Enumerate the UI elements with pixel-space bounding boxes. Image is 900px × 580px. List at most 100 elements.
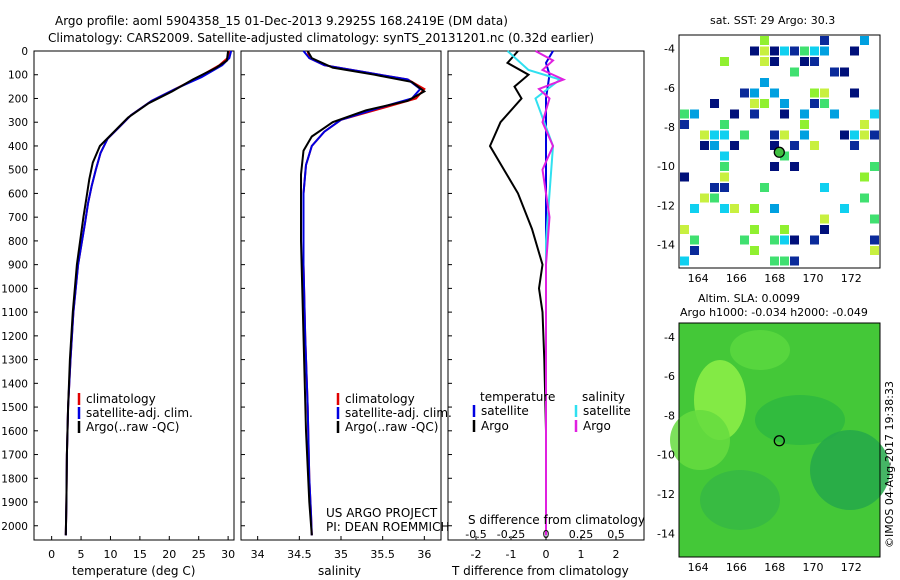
sst-pixel — [720, 57, 729, 66]
sst-pixel — [870, 214, 879, 224]
sst-pixel — [710, 193, 719, 203]
lon-tick-label: 172 — [841, 561, 862, 574]
figure-title-line2: Climatology: CARS2009. Satellite-adjuste… — [48, 31, 594, 45]
depth-tick-label: 1600 — [1, 426, 28, 438]
x-tick-label: 36 — [417, 548, 431, 561]
sst-pixel — [730, 204, 739, 213]
sst-pixel — [790, 141, 799, 150]
lon-tick-label: 172 — [841, 272, 862, 285]
sst-map: 164 166 168 170 172 -4 -6 -8 -10 -12 -14 — [657, 36, 879, 285]
lat-tick-label: -6 — [664, 82, 675, 95]
sla-anomaly-patch — [730, 330, 790, 370]
sst-pixel — [680, 120, 689, 129]
x-tick-label: 2 — [613, 548, 620, 561]
legend-label-climatology: climatology — [345, 392, 415, 406]
salinity-legend: climatology satellite-adj. clim. Argo(..… — [336, 392, 452, 434]
sst-pixel — [710, 99, 719, 108]
sst-pixel — [850, 141, 859, 150]
x-tick-label: 30 — [221, 548, 235, 561]
sla-anomaly-patch — [810, 430, 890, 510]
sst-pixel — [780, 109, 789, 119]
lon-tick-label: 168 — [764, 272, 785, 285]
argo-location-marker — [773, 435, 785, 447]
depth-tick-label: 800 — [8, 236, 28, 248]
sst-pixel — [800, 109, 809, 119]
sst-pixel — [860, 120, 869, 129]
dT-argo-line — [488, 50, 547, 536]
sla-map-title-line1: Altim. SLA: 0.0099 — [698, 292, 800, 305]
x-tick-label: 1 — [578, 548, 585, 561]
lat-tick-label: -4 — [664, 43, 675, 56]
sst-pixel — [860, 193, 869, 203]
sst-pixel — [870, 235, 879, 245]
legend-temperature-title: temperature — [480, 390, 555, 404]
sst-pixel — [760, 36, 769, 45]
sst-pixel — [750, 46, 759, 56]
temperature-plot: 0 5 10 15 20 25 30 — [48, 50, 235, 561]
sst-pixel — [770, 162, 779, 171]
x-tick-label: 15 — [133, 548, 147, 561]
depth-tick-label: 1500 — [1, 402, 28, 414]
sst-pixel — [690, 246, 699, 255]
sst-pixel — [810, 88, 819, 98]
sst-pixel — [740, 235, 749, 245]
legend-label-argo: Argo(..raw -QC) — [86, 420, 179, 434]
sst-pixel — [760, 99, 769, 108]
depth-tick-label: 900 — [8, 260, 28, 272]
sla-anomaly-patch — [670, 410, 730, 470]
sst-pixel — [760, 57, 769, 66]
sst-pixel — [680, 109, 689, 119]
sst-pixel — [720, 162, 729, 171]
x-tick-label: 5 — [78, 548, 85, 561]
sst-pixel — [750, 88, 759, 98]
legend-label-temp-satellite: satellite — [481, 404, 529, 418]
lon-tick-label: 164 — [688, 272, 709, 285]
depth-tick-label: 1900 — [1, 497, 28, 509]
sst-pixel — [790, 235, 799, 245]
argo-location-marker — [773, 146, 785, 158]
depth-tick-label: 1800 — [1, 473, 28, 485]
depth-tick-label: 200 — [8, 93, 28, 105]
sst-pixel — [680, 225, 689, 234]
sla-map: 164 166 168 170 172 -4 -6 -8 -10 -12 -14 — [657, 323, 890, 574]
sst-pixel — [710, 183, 719, 192]
sst-pixel — [850, 46, 859, 56]
lat-tick-label: -8 — [664, 409, 675, 422]
panel-salinity-frame — [240, 50, 442, 541]
depth-tick-label: 1100 — [1, 307, 28, 319]
depth-tick-label: 1400 — [1, 378, 28, 390]
pi-label: PI: DEAN ROEMMICH — [326, 520, 449, 534]
sst-pixel — [750, 246, 759, 255]
sst-pixel — [820, 88, 829, 98]
sst-pixel — [810, 141, 819, 150]
sst-pixel — [820, 225, 829, 234]
sst-pixel — [790, 256, 799, 266]
sst-pixel — [780, 46, 789, 56]
sst-pixel — [750, 225, 759, 234]
x-tick-label: 35 — [334, 548, 348, 561]
sst-pixel — [800, 130, 809, 140]
depth-tick-label: 1000 — [1, 283, 28, 295]
sst-pixel — [680, 172, 689, 182]
x-tick-label: 10 — [103, 548, 117, 561]
sst-pixel — [700, 193, 709, 203]
sst-pixel — [870, 130, 879, 140]
sst-pixel — [720, 172, 729, 182]
sst-pixel — [850, 88, 859, 98]
x-tick-label: 20 — [162, 548, 176, 561]
lon-tick-label: 164 — [688, 561, 709, 574]
dS-satellite-line — [506, 50, 563, 536]
x-tick-label-salinity: -0.5 — [465, 528, 486, 541]
sst-pixel — [860, 36, 869, 45]
sst-pixel — [870, 246, 879, 255]
sst-pixel — [720, 204, 729, 213]
sst-pixel — [860, 130, 869, 140]
temp-argo-line — [64, 50, 230, 536]
lat-tick-label: -12 — [657, 199, 675, 212]
sst-pixel — [810, 46, 819, 56]
sst-pixel — [750, 99, 759, 108]
sst-pixel — [720, 120, 729, 129]
legend-label-satellite: satellite-adj. clim. — [345, 406, 452, 420]
lon-tick-label: 166 — [726, 561, 747, 574]
sst-pixel — [760, 183, 769, 192]
